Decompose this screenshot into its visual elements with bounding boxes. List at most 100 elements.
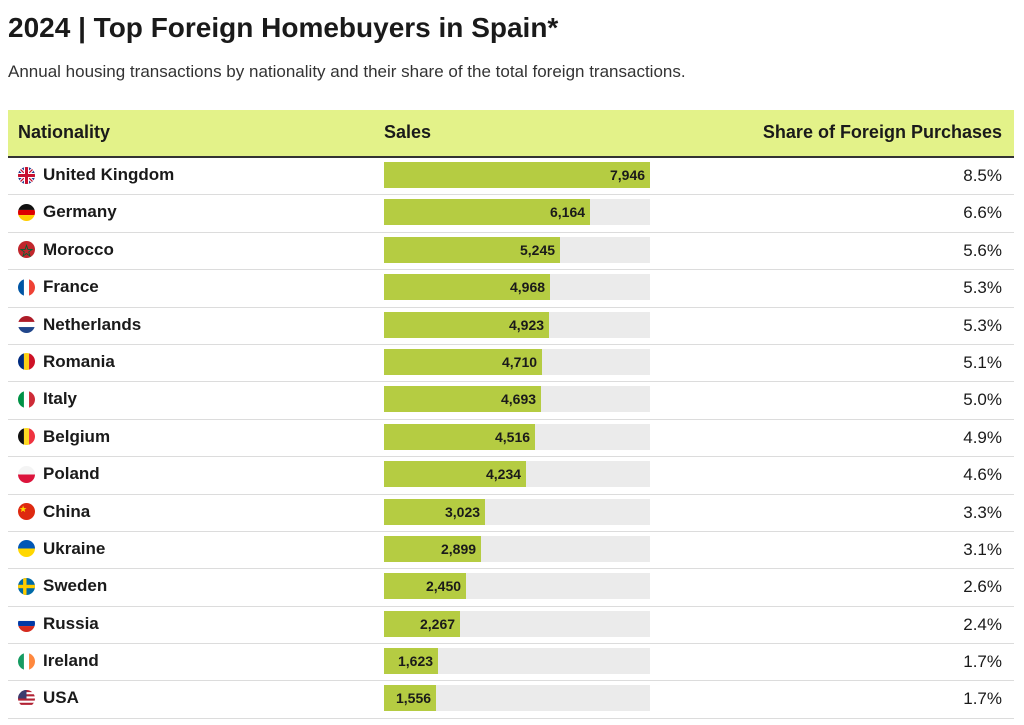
- share-value: 3.1%: [963, 539, 1002, 559]
- sales-bar: [384, 498, 485, 525]
- nationality-label: Netherlands: [43, 314, 142, 334]
- sales-value-label: 4,234: [486, 466, 522, 483]
- sales-value-label: 3,023: [445, 503, 481, 520]
- nationality-label: Ukraine: [43, 538, 106, 558]
- share-value: 5.0%: [963, 390, 1002, 410]
- sales-bar-track: 4,710: [384, 348, 650, 375]
- share-value: 4.6%: [963, 465, 1002, 485]
- sales-bar: [384, 199, 590, 226]
- nationality-cell: Italy: [18, 389, 77, 409]
- sales-value-label: 4,923: [509, 316, 545, 333]
- sales-value-label: 2,450: [426, 578, 462, 595]
- sales-value-label: 4,710: [502, 353, 538, 370]
- romania-flag-icon: [18, 353, 35, 371]
- sales-bar: [384, 348, 542, 375]
- nationality-cell: Ireland: [18, 651, 99, 671]
- nationality-label: Sweden: [43, 576, 108, 596]
- share-value: 1.7%: [963, 689, 1002, 709]
- sales-value-label: 4,516: [495, 428, 531, 445]
- nationality-label: Morocco: [43, 239, 114, 259]
- poland-flag-icon: [18, 465, 35, 483]
- nationality-cell: Belgium: [18, 427, 110, 447]
- sales-bar-track: 2,450: [384, 573, 650, 600]
- nationality-label: Russia: [43, 613, 99, 633]
- share-value: 2.4%: [963, 614, 1002, 634]
- nationality-cell: China: [18, 502, 90, 522]
- share-value: 5.3%: [963, 278, 1002, 298]
- sales-bar-track: 7,946: [384, 162, 650, 188]
- uk-flag-icon: [18, 166, 35, 184]
- sales-bar: [384, 311, 549, 338]
- sales-bar-track: 1,623: [384, 648, 650, 675]
- nationality-label: France: [43, 277, 99, 297]
- nationality-cell: Russia: [18, 614, 99, 634]
- germany-flag-icon: [18, 203, 35, 221]
- sales-value-label: 1,556: [396, 690, 432, 707]
- sales-bar-track: 4,234: [384, 461, 650, 488]
- sales-value-label: 2,899: [441, 540, 477, 557]
- nationality-cell: Poland: [18, 464, 100, 484]
- share-value: 8.5%: [963, 166, 1002, 185]
- sales-value-label: 4,693: [501, 391, 537, 408]
- nationality-cell: Netherlands: [18, 315, 141, 335]
- china-flag-icon: [18, 503, 35, 521]
- ireland-flag-icon: [18, 652, 35, 670]
- header-nationality: Nationality: [18, 122, 111, 142]
- sales-bar-track: 4,923: [384, 311, 650, 338]
- sweden-flag-icon: [18, 577, 35, 595]
- share-value: 5.3%: [963, 315, 1002, 335]
- share-value: 4.9%: [963, 427, 1002, 447]
- sales-bar-track: 2,899: [384, 535, 650, 562]
- nationality-label: United Kingdom: [43, 165, 175, 184]
- sales-bar-track: 1,556: [384, 685, 650, 712]
- morocco-flag-icon: [18, 241, 35, 259]
- sales-bar: [384, 423, 535, 450]
- header-share: Share of Foreign Purchases: [762, 122, 1002, 142]
- table-row: France 4,968 5.3%: [8, 270, 1014, 308]
- chart-subtitle: Annual housing transactions by nationali…: [8, 62, 686, 81]
- share-value: 5.6%: [963, 240, 1002, 260]
- belgium-flag-icon: [18, 428, 35, 446]
- table-row: Belgium 4,516 4.9%: [8, 420, 1014, 458]
- table-row: Romania 4,710 5.1%: [8, 345, 1014, 383]
- sales-bar-track: 4,968: [384, 274, 650, 301]
- sales-value-label: 2,267: [420, 615, 456, 632]
- sales-value-label: 4,968: [510, 279, 546, 296]
- sales-bar: [384, 535, 481, 562]
- table-row: Italy 4,693 5.0%: [8, 382, 1014, 420]
- sales-value-label: 7,946: [610, 167, 646, 183]
- nationality-cell: France: [18, 277, 99, 297]
- nationality-cell: Ukraine: [18, 539, 105, 559]
- sales-bar: [384, 274, 550, 301]
- table-row: USA 1,556 1.7%: [8, 681, 1014, 719]
- nationality-cell: Sweden: [18, 576, 107, 596]
- sales-bar-track: 2,267: [384, 610, 650, 637]
- sales-bar: [384, 573, 466, 600]
- italy-flag-icon: [18, 390, 35, 408]
- table-header: Nationality Sales Share of Foreign Purch…: [8, 110, 1014, 158]
- share-value: 6.6%: [963, 203, 1002, 223]
- data-table: Nationality Sales Share of Foreign Purch…: [8, 110, 1014, 719]
- table-body: United Kingdom 7,946 8.5% Germany 6,164 6.6% M…: [8, 158, 1014, 719]
- sales-bar-track: 6,164: [384, 199, 650, 226]
- table-row: Netherlands 4,923 5.3%: [8, 308, 1014, 345]
- nationality-label: USA: [43, 688, 79, 708]
- sales-bar-track: 5,245: [384, 236, 650, 263]
- netherlands-flag-icon: [18, 316, 35, 334]
- sales-bar: [384, 610, 460, 637]
- sales-value-label: 1,623: [398, 653, 434, 670]
- sales-bar: [384, 162, 650, 188]
- table-row: Russia 2,267 2.4%: [8, 607, 1014, 645]
- sales-bar-track: 3,023: [384, 498, 650, 525]
- france-flag-icon: [18, 278, 35, 296]
- chart-title: 2024 | Top Foreign Homebuyers in Spain*: [8, 12, 559, 43]
- sales-value-label: 6,164: [550, 204, 586, 221]
- table-row: Ireland 1,623 1.7%: [8, 644, 1014, 682]
- share-value: 2.6%: [963, 577, 1002, 597]
- sales-bar: [384, 648, 438, 675]
- table-row: Ukraine 2,899 3.1%: [8, 532, 1014, 570]
- nationality-label: Ireland: [43, 651, 99, 671]
- sales-bar: [384, 461, 526, 488]
- table-row: Germany 6,164 6.6%: [8, 195, 1014, 233]
- sales-bar: [384, 386, 541, 413]
